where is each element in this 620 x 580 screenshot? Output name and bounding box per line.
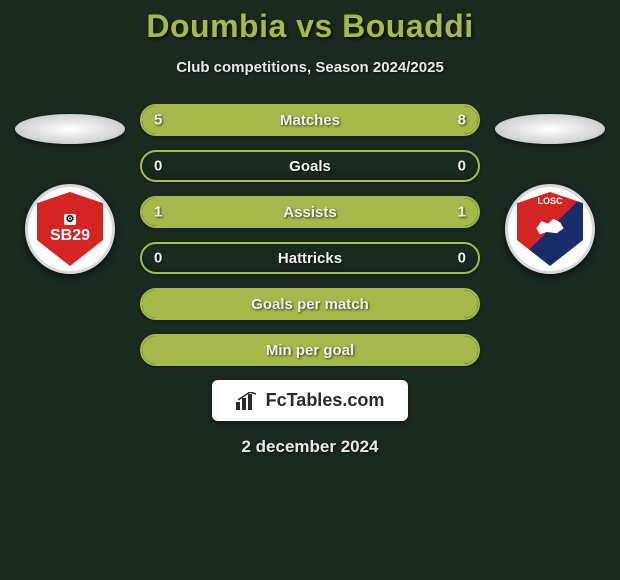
comparison-bar: Min per goal — [140, 334, 480, 366]
footer-date: 2 december 2024 — [241, 437, 378, 457]
comparison-bar: 0 0 Hattricks — [140, 242, 480, 274]
page-title: Doumbia vs Bouaddi — [146, 8, 473, 45]
player-ellipse-right — [495, 114, 605, 144]
bar-label: Goals per match — [251, 296, 369, 313]
bar-value-right: 0 — [458, 158, 466, 175]
bar-label: Goals — [289, 158, 331, 175]
bar-label: Assists — [283, 204, 336, 221]
bar-value-right: 1 — [458, 204, 466, 221]
bar-value-left: 5 — [154, 112, 162, 129]
player-ellipse-left — [15, 114, 125, 144]
chart-icon — [236, 392, 258, 410]
bar-value-left: 1 — [154, 204, 162, 221]
bar-label: Min per goal — [266, 342, 354, 359]
brand-text: FcTables.com — [266, 390, 385, 411]
comparison-bar: 1 1 Assists — [140, 196, 480, 228]
club-badge-left: ⚙ SB29 — [25, 184, 115, 274]
club-badge-right: LOSC — [505, 184, 595, 274]
comparison-area: ⚙ SB29 5 8 Matches 0 0 Goals 1 1 Assists 0 0 Hattri… — [0, 104, 620, 366]
infographic-container: Doumbia vs Bouaddi Club competitions, Se… — [0, 0, 620, 580]
brand-badge: FcTables.com — [212, 380, 409, 421]
bar-value-left: 0 — [154, 250, 162, 267]
bar-label: Matches — [280, 112, 340, 129]
comparison-bar: Goals per match — [140, 288, 480, 320]
crest-losc-icon: LOSC — [517, 192, 583, 266]
bar-value-right: 8 — [458, 112, 466, 129]
bar-value-right: 0 — [458, 250, 466, 267]
comparison-bars: 5 8 Matches 0 0 Goals 1 1 Assists 0 0 Hattricks Goal… — [140, 104, 480, 366]
left-player-column: ⚙ SB29 — [10, 104, 130, 274]
right-player-column: LOSC — [490, 104, 610, 274]
bar-value-left: 0 — [154, 158, 162, 175]
crest-sb29-icon: ⚙ SB29 — [37, 192, 103, 266]
bar-label: Hattricks — [278, 250, 342, 267]
comparison-bar: 0 0 Goals — [140, 150, 480, 182]
comparison-bar: 5 8 Matches — [140, 104, 480, 136]
page-subtitle: Club competitions, Season 2024/2025 — [176, 59, 444, 76]
